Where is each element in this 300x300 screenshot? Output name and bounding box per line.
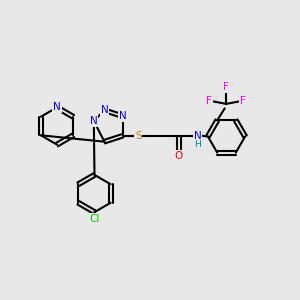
Text: F: F <box>240 97 246 106</box>
Text: O: O <box>175 151 183 161</box>
Text: N: N <box>119 111 127 121</box>
Text: N: N <box>194 131 201 141</box>
Text: N: N <box>53 102 61 112</box>
Text: S: S <box>135 131 142 141</box>
Text: H: H <box>194 140 201 149</box>
Text: F: F <box>223 82 229 92</box>
Text: N: N <box>90 116 98 126</box>
Text: N: N <box>100 105 108 115</box>
Text: Cl: Cl <box>89 214 100 224</box>
Text: F: F <box>206 97 212 106</box>
